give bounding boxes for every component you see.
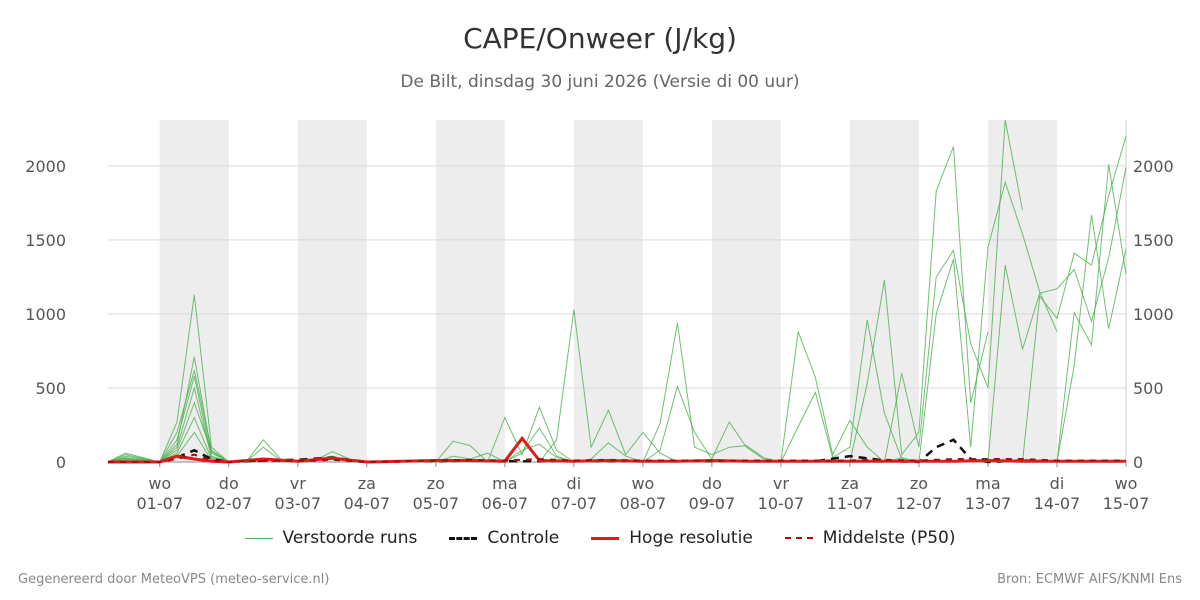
y-tick-label-right-1: 500	[1133, 379, 1164, 398]
x-tick-date-6: 07-07	[551, 494, 598, 513]
ensemble-run-22	[1022, 136, 1127, 463]
ensemble-run-16	[780, 331, 920, 463]
x-tick-date-12: 13-07	[965, 494, 1012, 513]
legend-item-hires[interactable]: Hoge resolutie	[591, 528, 753, 548]
x-tick-day-5: ma	[492, 474, 517, 493]
y-tick-label-right-2: 1000	[1133, 305, 1174, 324]
x-tick-day-8: do	[702, 474, 722, 493]
series-line-2	[108, 453, 1126, 464]
chart-title: CAPE/Onweer (J/kg)	[463, 22, 737, 55]
ensemble-run-17	[780, 319, 919, 463]
x-tick-day-4: zo	[427, 474, 445, 493]
ensemble-run-19	[883, 119, 1023, 463]
y-tick-label-left-4: 2000	[25, 157, 66, 176]
x-tick-date-11: 12-07	[896, 494, 943, 513]
ensemble-run-0	[107, 294, 230, 463]
y-tick-label-left-0: 0	[56, 453, 66, 472]
x-tick-date-9: 10-07	[758, 494, 805, 513]
ensemble-run-18	[849, 146, 989, 463]
x-tick-day-13: di	[1050, 474, 1065, 493]
ensemble-run-6	[107, 416, 229, 463]
ensemble-run-20	[918, 180, 1058, 463]
legend-item-median[interactable]: Middelste (P50)	[784, 528, 956, 548]
x-tick-date-14: 15-07	[1103, 494, 1150, 513]
x-tick-date-13: 14-07	[1034, 494, 1081, 513]
ensemble-run-23	[1056, 164, 1127, 463]
legend-swatch-median	[784, 537, 813, 539]
y-tick-label-left-3: 1500	[25, 231, 66, 250]
y-tick-label-left-1: 500	[35, 379, 66, 398]
ensemble-run-1	[107, 356, 230, 463]
footer-source: Bron: ECMWF AIFS/KNMI Ens	[997, 572, 1182, 587]
x-tick-day-2: vr	[290, 474, 306, 493]
legend-item-ensemble[interactable]: Verstoorde runs	[244, 528, 418, 548]
x-tick-date-0: 01-07	[137, 494, 184, 513]
legend: Verstoorde runs Controle Hoge resolutie …	[0, 528, 1200, 548]
y-tick-label-right-4: 2000	[1133, 157, 1174, 176]
x-tick-day-12: ma	[975, 474, 1000, 493]
x-tick-date-3: 04-07	[344, 494, 391, 513]
x-tick-day-11: zo	[910, 474, 928, 493]
legend-swatch-hires	[591, 536, 620, 540]
weekend-band-1	[297, 120, 367, 462]
legend-label-ensemble: Verstoorde runs	[282, 528, 418, 548]
x-tick-date-8: 09-07	[689, 494, 736, 513]
x-tick-date-4: 05-07	[413, 494, 460, 513]
weekend-band-0	[159, 120, 229, 462]
ensemble-run-21	[987, 167, 1127, 463]
ensemble-run-13	[539, 309, 678, 463]
legend-label-median: Middelste (P50)	[822, 528, 956, 548]
x-tick-day-9: vr	[773, 474, 789, 493]
x-tick-day-6: di	[567, 474, 582, 493]
x-tick-date-5: 06-07	[482, 494, 529, 513]
x-tick-date-1: 02-07	[206, 494, 253, 513]
y-tick-label-right-3: 1500	[1133, 231, 1174, 250]
legend-swatch-control	[449, 536, 478, 540]
x-tick-day-0: wo	[148, 474, 171, 493]
weekend-band-2	[435, 120, 505, 462]
x-tick-day-14: wo	[1115, 474, 1138, 493]
legend-item-control[interactable]: Controle	[449, 528, 559, 548]
x-tick-date-2: 03-07	[275, 494, 322, 513]
x-tick-date-10: 11-07	[827, 494, 874, 513]
footer-generated-by: Gegenereerd door MeteoVPS (meteo-service…	[18, 572, 330, 587]
x-tick-day-7: wo	[631, 474, 654, 493]
x-tick-day-10: za	[841, 474, 859, 493]
ensemble-run-10	[435, 405, 575, 463]
ensemble-run-24	[1056, 214, 1127, 463]
chart-subtitle: De Bilt, dinsdag 30 juni 2026 (Versie di…	[400, 72, 800, 92]
legend-label-control: Controle	[487, 528, 560, 548]
ensemble-run-5	[107, 401, 230, 463]
weekend-band-5	[849, 120, 919, 462]
x-tick-day-3: za	[358, 474, 376, 493]
legend-label-hires: Hoge resolutie	[629, 528, 753, 548]
y-tick-label-left-2: 1000	[25, 305, 66, 324]
ensemble-run-14	[642, 322, 782, 463]
x-tick-day-1: do	[219, 474, 239, 493]
weekend-band-6	[987, 120, 1057, 462]
weekend-band-4	[711, 120, 781, 462]
y-tick-label-right-0: 0	[1133, 453, 1143, 472]
x-tick-date-7: 08-07	[620, 494, 667, 513]
legend-swatch-ensemble	[244, 537, 273, 539]
